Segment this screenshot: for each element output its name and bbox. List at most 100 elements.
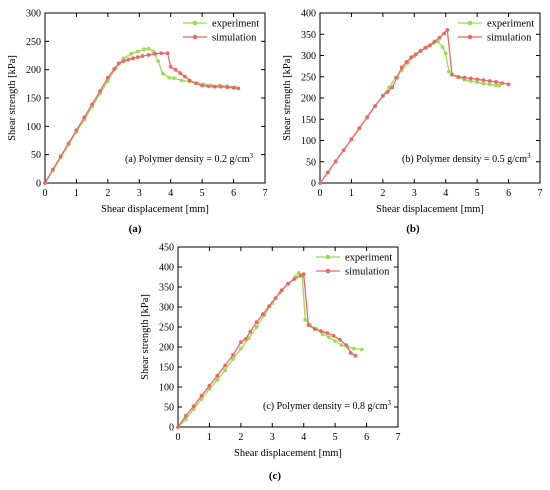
data-point-simulation <box>267 304 272 309</box>
y-tick-label: 450 <box>159 243 174 254</box>
density-annotation-superscript: 3 <box>388 399 392 407</box>
data-point-experiment <box>297 271 301 275</box>
data-point-experiment <box>494 83 498 88</box>
data-point-simulation <box>82 115 87 120</box>
data-point-simulation <box>331 333 336 338</box>
x-tick-label: 3 <box>412 188 417 199</box>
data-point-simulation <box>254 320 259 325</box>
legend-label-experiment: experiment <box>487 19 534 30</box>
y-axis-label: Shear strength [kPa] <box>7 55 18 141</box>
data-point-simulation <box>353 353 358 358</box>
y-tick-label: 300 <box>26 9 41 20</box>
data-point-simulation <box>462 75 467 80</box>
data-point-simulation <box>487 79 492 83</box>
data-point-simulation <box>225 85 230 90</box>
data-point-simulation <box>140 54 145 58</box>
data-point-simulation <box>146 53 151 57</box>
chart-panel-c: 0 50 100 150 200 250 300 350 400 450 0 1 2 3 4 5 6 7 Shear… <box>140 243 401 483</box>
data-point-simulation <box>98 89 102 94</box>
y-tick-label: 0 <box>36 179 41 190</box>
legend-label-experiment: experiment <box>345 253 392 264</box>
data-point-simulation <box>153 51 157 56</box>
data-point-experiment <box>303 317 308 322</box>
data-point-simulation <box>50 167 55 172</box>
density-annotation-superscript: 3 <box>527 152 531 160</box>
series-line-experiment <box>44 48 236 184</box>
data-point-experiment <box>254 325 259 329</box>
data-point-simulation <box>432 39 437 44</box>
y-tick-label: 150 <box>301 115 316 126</box>
data-point-simulation <box>494 79 498 84</box>
density-annotation-text: (a) Polymer density = 0.2 g/cm <box>125 154 250 165</box>
data-point-simulation <box>223 363 228 368</box>
y-tick-label: 250 <box>301 72 316 83</box>
data-point-simulation <box>418 48 423 53</box>
x-tick-label: 6 <box>364 432 369 443</box>
y-tick-label: 400 <box>159 263 174 274</box>
data-point-experiment <box>160 71 165 76</box>
y-tick-label: 200 <box>159 343 174 354</box>
x-axis-label: Shear displacement [mm] <box>376 204 484 215</box>
data-point-simulation <box>187 78 192 83</box>
data-point-simulation <box>428 43 432 48</box>
legend-marker-simulation <box>467 34 473 40</box>
data-point-experiment <box>497 83 502 88</box>
y-axis-label: Shear strength [kPa] <box>282 55 293 141</box>
data-point-simulation <box>58 154 63 159</box>
x-tick-label: 0 <box>43 188 48 199</box>
data-point-experiment <box>207 387 212 391</box>
data-point-simulation <box>423 45 428 50</box>
x-tick-label: 2 <box>105 188 110 199</box>
x-tick-label: 7 <box>263 188 268 199</box>
x-tick-label: 1 <box>349 188 354 199</box>
data-point-simulation <box>450 72 454 77</box>
x-tick-label: 7 <box>538 188 543 199</box>
data-point-simulation <box>212 84 217 89</box>
data-point-experiment <box>443 51 448 56</box>
data-point-simulation <box>385 90 390 94</box>
x-tick-label: 6 <box>231 188 236 199</box>
density-annotation-superscript: 3 <box>250 152 254 160</box>
data-point-simulation <box>231 353 235 357</box>
data-point-simulation <box>279 288 284 293</box>
x-tick-label: 0 <box>176 432 181 443</box>
data-point-simulation <box>206 84 211 88</box>
y-tick-label: 50 <box>306 157 316 168</box>
data-point-simulation <box>318 181 322 185</box>
data-point-simulation <box>207 383 212 388</box>
data-point-simulation <box>475 77 480 82</box>
plot-frame <box>177 246 399 428</box>
data-point-experiment <box>359 347 364 352</box>
data-point-simulation <box>193 81 198 86</box>
data-point-simulation <box>500 81 505 86</box>
x-axis-label: Shear displacement [mm] <box>101 204 209 215</box>
density-annotation-text: (c) Polymer density = 0.8 g/cm <box>263 401 388 412</box>
data-point-simulation <box>200 83 205 88</box>
y-tick-label: 100 <box>26 122 41 133</box>
data-point-simulation <box>231 85 236 90</box>
legend-marker-simulation <box>192 34 198 40</box>
data-point-simulation <box>390 85 395 90</box>
x-tick-label: 2 <box>380 188 385 199</box>
data-point-simulation <box>199 393 204 398</box>
data-point-simulation <box>90 102 95 107</box>
data-point-simulation <box>445 28 450 32</box>
data-point-simulation <box>319 329 323 333</box>
density-annotation: (a) Polymer density = 0.2 g/cm3 <box>125 152 254 165</box>
data-point-simulation <box>437 35 442 40</box>
data-point-simulation <box>183 413 188 418</box>
data-point-simulation <box>191 404 196 409</box>
data-point-simulation <box>481 78 486 83</box>
data-point-experiment <box>135 49 140 54</box>
data-point-experiment <box>387 85 392 90</box>
data-point-simulation <box>135 55 140 60</box>
data-point-simulation <box>176 425 180 429</box>
y-tick-label: 0 <box>311 179 316 190</box>
data-point-experiment <box>440 45 445 49</box>
data-point-simulation <box>43 181 47 185</box>
data-point-simulation <box>248 329 253 334</box>
y-tick-label: 250 <box>26 37 41 48</box>
x-tick-label: 4 <box>301 432 306 443</box>
y-tick-label: 50 <box>164 403 174 414</box>
y-tick-label: 400 <box>301 9 316 20</box>
